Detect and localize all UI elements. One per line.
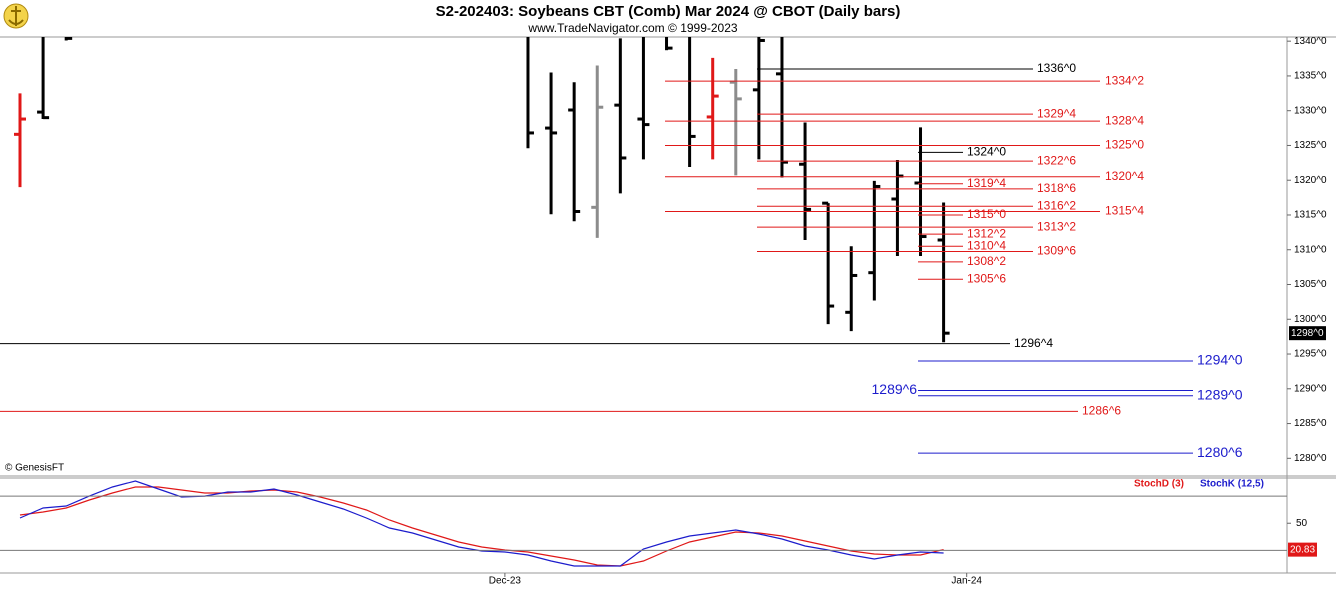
chart-title: S2-202403: Soybeans CBT (Comb) Mar 2024 … [436,3,901,20]
level-label: 1313^2 [1037,219,1076,233]
y-tick-label: 1310^0 [1294,244,1327,255]
legend-label: StochD (3) [1134,479,1184,490]
level-label: 1322^6 [1037,153,1076,167]
y-tick-label: 1330^0 [1294,105,1327,116]
logo [3,3,29,29]
level-label: 1305^6 [967,271,1006,285]
x-tick-label: Jan-24 [951,576,982,587]
last-value-box [1288,542,1317,557]
legend-label: StochK (12,5) [1200,479,1264,490]
y-tick-label: 1290^0 [1294,383,1327,394]
level-label: 1315^0 [967,207,1006,221]
last-price-box [1289,326,1326,341]
credit: © GenesisFT [5,463,64,474]
y-tick-label: 1315^0 [1294,210,1327,221]
y-tick-label: 1300^0 [1294,314,1327,325]
level-label: 1286^6 [1082,404,1121,418]
level-label: 1289^6 [872,381,918,397]
y-tick-label: 1305^0 [1294,279,1327,290]
level-label: 1329^4 [1037,106,1076,120]
level-label: 1294^0 [1197,352,1243,368]
y-tick-label: 1325^0 [1294,140,1327,151]
level-label: 1280^6 [1197,444,1243,460]
stoch-line [19,486,944,567]
stoch-plot [19,480,944,567]
level-label: 1310^4 [967,238,1006,252]
level-label: 1315^4 [1105,204,1144,218]
y-tick-label: 1320^0 [1294,175,1327,186]
y-tick-label: 1335^0 [1294,71,1327,82]
y-tick-label: 1280^0 [1294,453,1327,464]
level-label: 1316^2 [1037,198,1076,212]
level-label: 1318^6 [1037,181,1076,195]
level-label: 1289^0 [1197,386,1243,402]
level-label: 1336^0 [1037,61,1076,75]
y-tick-label: 1340^0 [1294,36,1327,47]
y-tick-label: 50 [1296,518,1308,529]
level-label: 1296^4 [1014,336,1053,350]
chart-subtitle: www.TradeNavigator.com © 1999-2023 [527,21,737,35]
level-label: 1312^2 [967,226,1006,240]
last-value-label: 20.83 [1290,544,1315,555]
level-label: 1325^0 [1105,138,1144,152]
level-label: 1324^0 [967,145,1006,159]
level-label: 1320^4 [1105,169,1144,183]
level-label: 1308^2 [967,254,1006,268]
x-tick-label: Dec-23 [489,576,522,587]
level-label: 1309^6 [1037,244,1076,258]
last-price-label: 1298^0 [1291,328,1324,339]
y-tick-label: 1295^0 [1294,349,1327,360]
price-plot [14,37,950,343]
stoch-line [19,480,944,567]
level-label: 1334^2 [1105,73,1144,87]
level-label: 1328^4 [1105,113,1144,127]
y-tick-label: 1285^0 [1294,418,1327,429]
level-label: 1319^4 [967,176,1006,190]
